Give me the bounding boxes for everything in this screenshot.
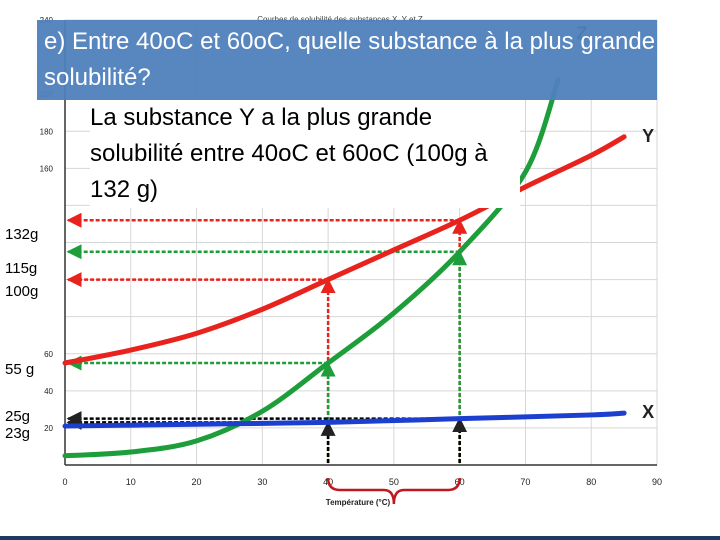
- x-tick-label: 80: [586, 477, 596, 487]
- value-label-132: 132g: [3, 226, 41, 243]
- y-tick-label: 40: [44, 387, 53, 396]
- x-tick-label: 30: [257, 477, 267, 487]
- answer-text: La substance Y a la plus grande solubili…: [90, 100, 520, 208]
- x-tick-label: 90: [652, 477, 662, 487]
- question-text: e) Entre 40oC et 60oC, quelle substance …: [44, 28, 656, 91]
- x-tick-label: 50: [389, 477, 399, 487]
- x-tick-label: 70: [520, 477, 530, 487]
- value-label-100: 100g: [3, 283, 41, 300]
- x-tick-label: 10: [126, 477, 136, 487]
- y-tick-label: 180: [40, 127, 54, 136]
- value-label-55: 55 g: [3, 361, 37, 378]
- x-tick-label: 0: [62, 477, 67, 487]
- series-line-x: [62, 410, 627, 429]
- y-tick-label: 60: [44, 350, 53, 359]
- value-label-25: 25g: [3, 408, 33, 425]
- series-label-y: Y: [642, 126, 654, 146]
- chart-title: Courbes de solubilité des substances X, …: [257, 15, 423, 24]
- y-tick-label: 20: [44, 424, 53, 433]
- value-label-115: 115g: [3, 260, 40, 277]
- x-tick-label: 20: [192, 477, 202, 487]
- value-label-23: 23g: [3, 425, 33, 442]
- question-banner: [37, 20, 657, 100]
- series-line-y: [62, 134, 627, 366]
- series-label-x: X: [642, 402, 654, 422]
- chart-guides: [66, 212, 468, 463]
- bottom-strip: [0, 536, 720, 540]
- temperature-range-brace: [326, 477, 461, 505]
- x-axis-label: Température (°C): [326, 498, 391, 507]
- y-tick-label: 160: [40, 164, 54, 173]
